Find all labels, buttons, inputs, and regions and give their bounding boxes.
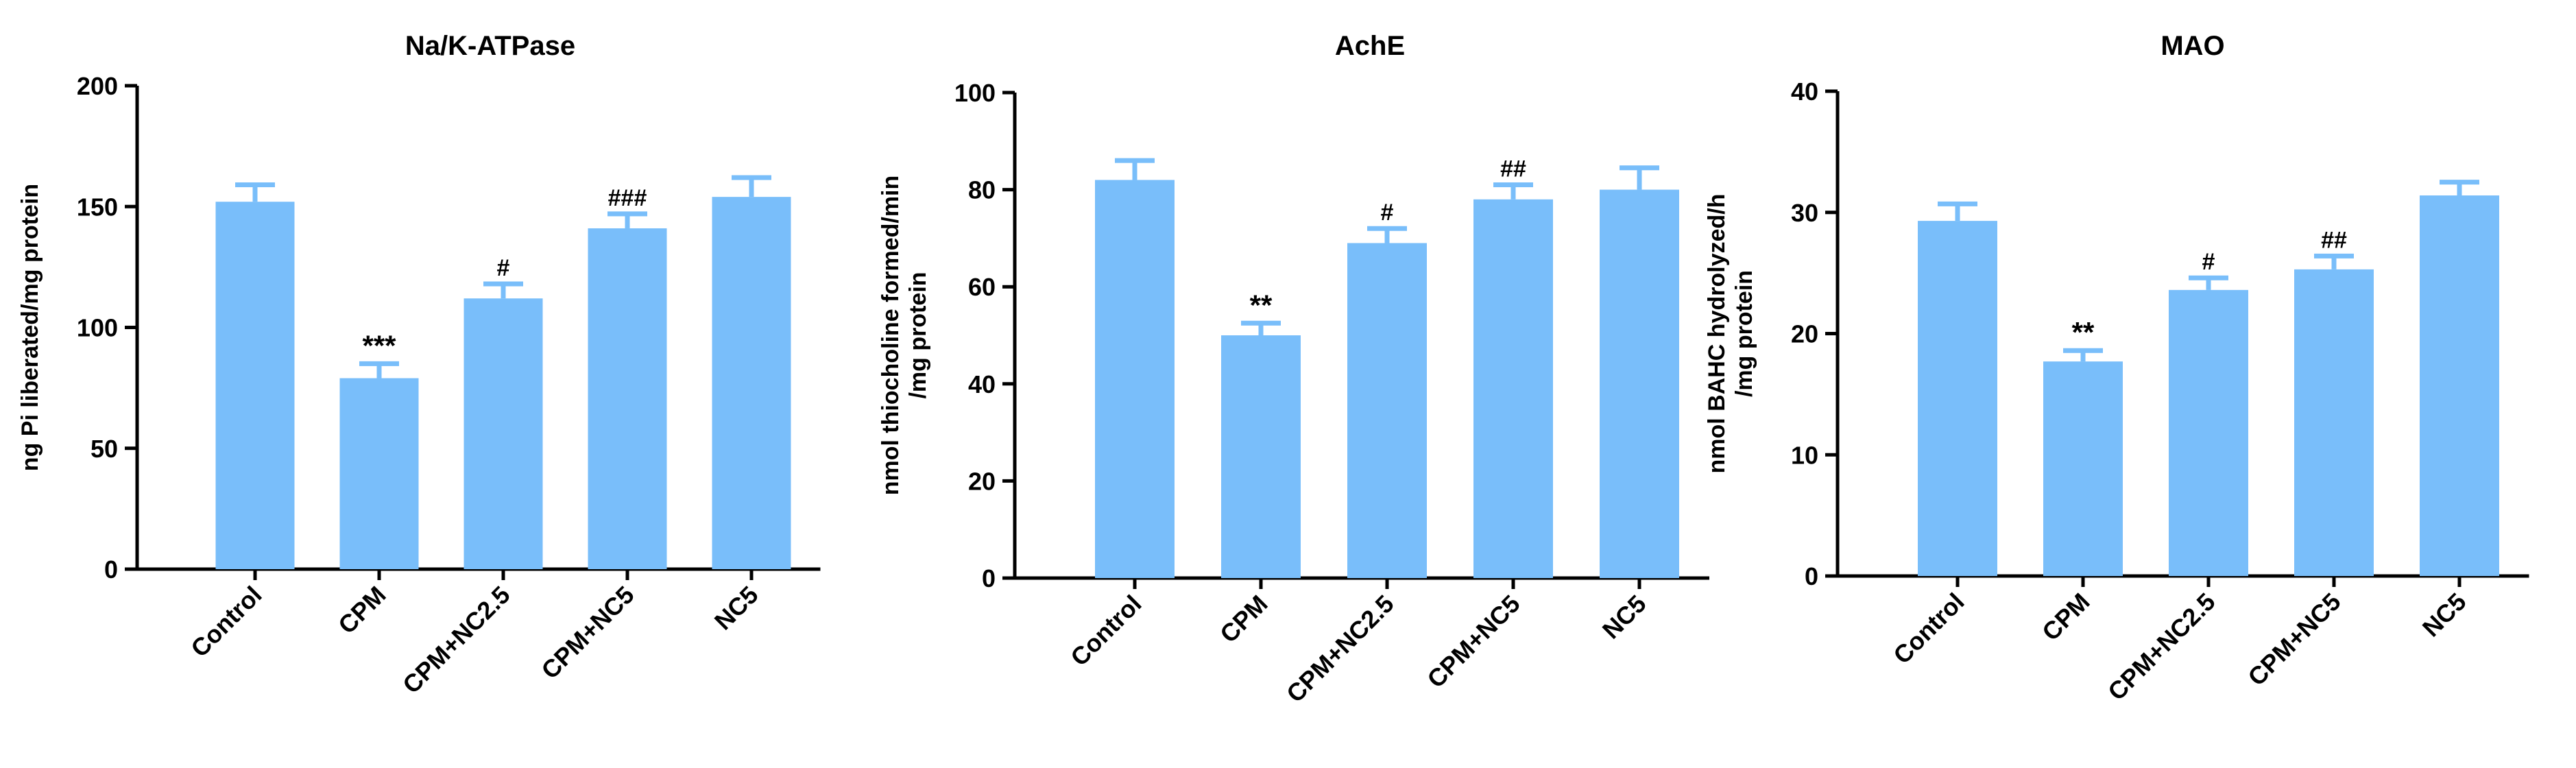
- y-tick-label: 20: [1791, 320, 1818, 348]
- x-tick-label: CPM: [333, 581, 392, 640]
- x-tick-label: Control: [1065, 590, 1146, 671]
- bar-cpm-nc5: [588, 228, 667, 569]
- bar-cpm-nc2-5: [464, 298, 543, 569]
- x-tick-label: NC5: [2417, 588, 2472, 643]
- chart-title: AchE: [1335, 31, 1405, 61]
- y-tick-label: 30: [1791, 199, 1818, 227]
- significance-label: ###: [608, 185, 647, 211]
- y-tick-label: 100: [77, 314, 118, 342]
- bar-control: [1095, 180, 1175, 578]
- x-tick-label: Control: [1888, 588, 1969, 669]
- y-tick-label: 100: [954, 79, 996, 107]
- y-axis-label-line: nmol BAHC hydrolyzed/h: [1704, 193, 1730, 473]
- chart-panel-2: AchE nmol thiocholine formed/min/mg prote…: [878, 31, 1709, 708]
- y-tick-label: 0: [104, 555, 118, 584]
- y-axis-label: nmol BAHC hydrolyzed/h/mg protein: [1704, 193, 1757, 473]
- y-tick-label: 200: [77, 72, 118, 100]
- x-tick-label: CPM+NC2.5: [1281, 590, 1399, 708]
- y-tick-label: 40: [968, 370, 996, 398]
- bar-nc5: [1600, 189, 1679, 579]
- x-tick-label: NC5: [709, 581, 764, 636]
- bar-cpm-nc2-5: [1347, 243, 1427, 578]
- significance-label: ##: [1500, 156, 1526, 182]
- significance-label: #: [497, 255, 510, 281]
- y-axis-label: nmol thiocholine formed/min/mg protein: [878, 176, 931, 496]
- x-tick-label: Control: [185, 581, 267, 662]
- bar-nc5: [712, 197, 791, 569]
- y-tick-label: 80: [968, 176, 996, 204]
- y-axis-label-line: /mg protein: [905, 272, 931, 398]
- bar-cpm: [1221, 335, 1301, 578]
- y-tick-label: 0: [982, 564, 996, 592]
- significance-label: **: [2072, 316, 2095, 348]
- x-tick-label: NC5: [1597, 590, 1652, 645]
- x-tick-label: CPM: [1214, 590, 1273, 649]
- x-tick-label: CPM: [2036, 588, 2095, 647]
- y-axis-label-line: /mg protein: [1731, 270, 1757, 397]
- y-axis-label-line: ng Pi liberated/mg protein: [17, 184, 43, 471]
- bar-cpm: [339, 378, 419, 569]
- significance-label: ***: [362, 329, 396, 361]
- bar-nc5: [2420, 195, 2499, 576]
- x-tick-label: CPM+NC5: [2242, 588, 2346, 691]
- chart-title: MAO: [2160, 31, 2224, 61]
- significance-label: ##: [2321, 227, 2347, 253]
- bar-cpm-nc5: [2294, 269, 2374, 576]
- chart-panel-1: Na/K-ATPase ng Pi liberated/mg protein 0 50…: [17, 31, 821, 699]
- x-tick-label: CPM+NC2.5: [397, 581, 516, 699]
- y-tick-label: 60: [968, 273, 996, 301]
- bar-cpm-nc2-5: [2169, 289, 2248, 576]
- y-tick-label: 50: [91, 435, 118, 463]
- x-tick-label: CPM+NC5: [1421, 590, 1525, 693]
- bar-control: [1918, 221, 1997, 576]
- significance-label: #: [1381, 200, 1394, 226]
- bar-control: [215, 202, 295, 569]
- y-tick-label: 20: [968, 467, 996, 495]
- y-axis-label-line: nmol thiocholine formed/min: [878, 176, 904, 496]
- bar-cpm-nc5: [1473, 199, 1553, 578]
- y-tick-label: 0: [1805, 562, 1818, 590]
- bar-cpm: [2043, 361, 2123, 576]
- y-tick-label: 150: [77, 193, 118, 221]
- y-axis-label: ng Pi liberated/mg protein: [17, 184, 43, 471]
- y-tick-label: 40: [1791, 77, 1818, 106]
- chart-panel-3: MAO nmol BAHC hydrolyzed/h/mg protein 0 10 2…: [1704, 31, 2529, 706]
- x-tick-label: CPM+NC2.5: [2102, 588, 2221, 706]
- significance-label: #: [2202, 249, 2215, 275]
- chart-title: Na/K-ATPase: [405, 31, 575, 61]
- y-tick-label: 10: [1791, 441, 1818, 469]
- significance-label: **: [1250, 289, 1273, 321]
- x-tick-label: CPM+NC5: [535, 581, 639, 684]
